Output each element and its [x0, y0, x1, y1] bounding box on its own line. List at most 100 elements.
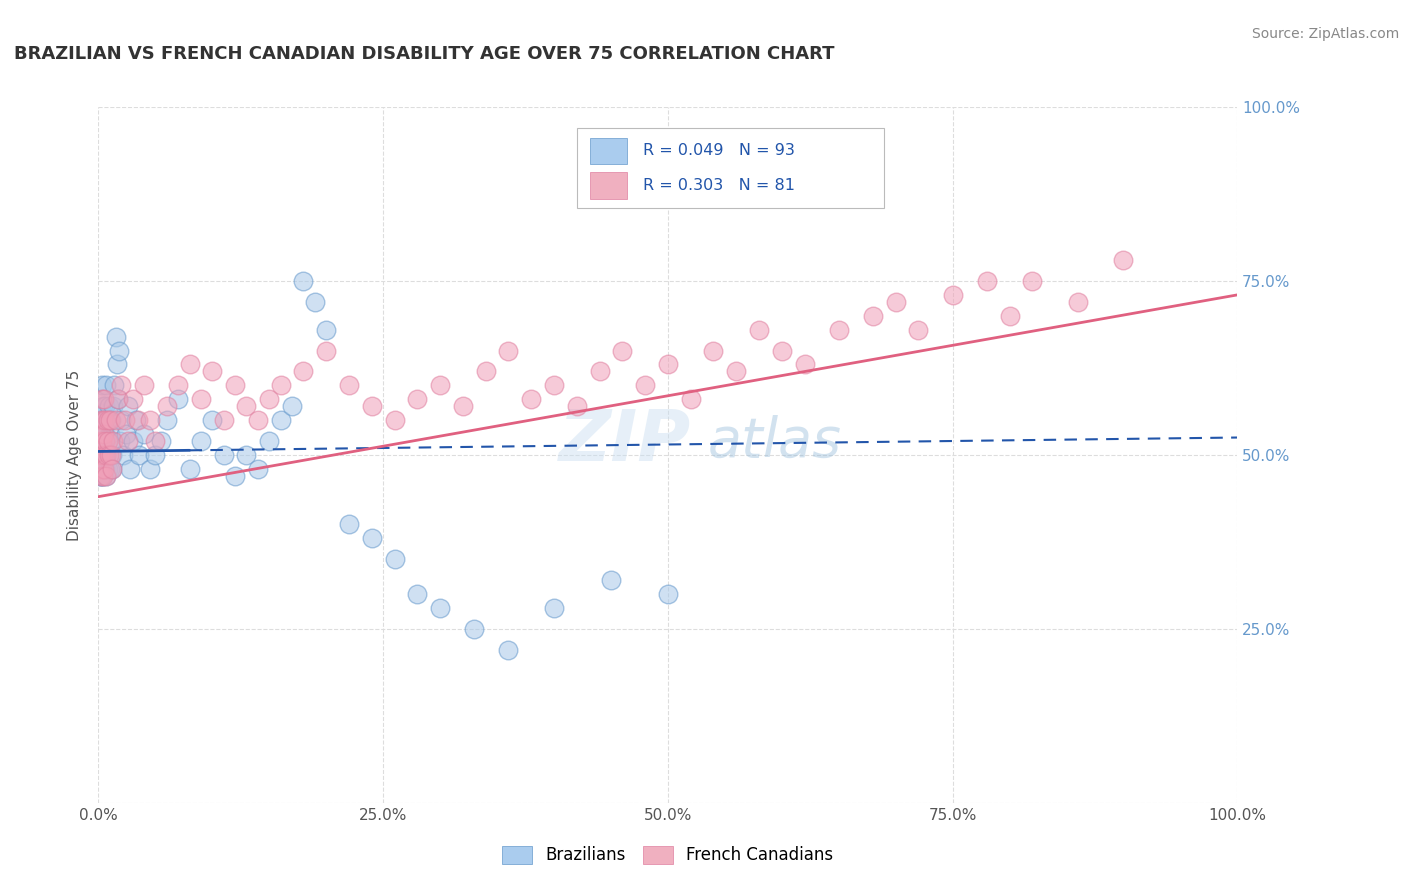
Point — [132, 427, 155, 442]
Point — [93, 427, 115, 442]
Point — [360, 399, 382, 413]
Point — [90, 427, 112, 442]
Point — [108, 434, 131, 448]
Point — [304, 294, 326, 309]
Point — [292, 364, 315, 378]
Point — [520, 392, 543, 407]
Point — [114, 427, 136, 442]
Point — [90, 413, 112, 427]
Point — [259, 434, 281, 448]
Point — [224, 378, 246, 392]
Point — [105, 358, 128, 372]
Point — [884, 294, 907, 309]
Point — [96, 413, 118, 427]
Point — [292, 274, 315, 288]
Point — [167, 378, 190, 392]
Point — [96, 434, 118, 448]
Point — [498, 642, 520, 657]
Point — [998, 309, 1021, 323]
Point — [156, 413, 179, 427]
Point — [90, 448, 112, 462]
Point — [235, 448, 257, 462]
Point — [125, 413, 148, 427]
Point — [565, 399, 588, 413]
Point — [121, 392, 143, 407]
Point — [103, 378, 125, 392]
Point — [93, 448, 115, 462]
Point — [156, 399, 179, 413]
Text: Source: ZipAtlas.com: Source: ZipAtlas.com — [1251, 27, 1399, 41]
Point — [337, 517, 360, 532]
Point — [97, 448, 120, 462]
Point — [90, 392, 112, 407]
Point — [114, 413, 136, 427]
Point — [101, 462, 124, 476]
Point — [120, 462, 142, 476]
Point — [634, 378, 657, 392]
Point — [89, 448, 111, 462]
Point — [91, 434, 114, 448]
FancyBboxPatch shape — [576, 128, 884, 208]
Point — [98, 462, 121, 476]
Point — [128, 448, 150, 462]
Text: R = 0.049   N = 93: R = 0.049 N = 93 — [643, 144, 794, 159]
Point — [89, 434, 111, 448]
Point — [89, 434, 111, 448]
Point — [190, 392, 212, 407]
Legend: Brazilians, French Canadians: Brazilians, French Canadians — [496, 839, 839, 871]
Point — [117, 434, 139, 448]
Text: atlas: atlas — [707, 415, 842, 467]
Point — [89, 462, 111, 476]
Point — [90, 462, 112, 476]
Point — [94, 427, 117, 442]
Point — [1021, 274, 1043, 288]
Point — [179, 462, 201, 476]
Point — [657, 358, 679, 372]
Point — [90, 378, 112, 392]
Point — [793, 358, 815, 372]
Point — [862, 309, 884, 323]
Point — [90, 468, 112, 483]
Point — [406, 587, 429, 601]
Point — [770, 343, 793, 358]
Point — [543, 601, 565, 615]
Point — [96, 448, 118, 462]
Point — [201, 364, 224, 378]
Point — [451, 399, 474, 413]
Point — [384, 413, 406, 427]
Point — [94, 399, 117, 413]
Point — [138, 413, 160, 427]
Point — [91, 468, 114, 483]
Point — [90, 468, 112, 483]
Point — [246, 462, 269, 476]
Point — [201, 413, 224, 427]
Point — [91, 448, 114, 462]
Point — [93, 413, 115, 427]
Point — [96, 434, 118, 448]
Point — [91, 413, 114, 427]
Point — [96, 413, 118, 427]
Point — [107, 392, 129, 407]
Point — [474, 364, 496, 378]
Point — [246, 413, 269, 427]
Point — [588, 364, 610, 378]
Point — [725, 364, 748, 378]
Point — [90, 427, 112, 442]
Point — [90, 448, 112, 462]
Point — [942, 288, 965, 302]
Point — [97, 448, 120, 462]
Point — [976, 274, 998, 288]
Point — [138, 462, 160, 476]
Point — [100, 413, 122, 427]
Point — [100, 434, 122, 448]
Point — [543, 378, 565, 392]
Point — [463, 622, 485, 636]
Point — [93, 392, 115, 407]
Point — [104, 329, 127, 343]
Point — [97, 399, 120, 413]
Point — [96, 378, 118, 392]
Point — [90, 462, 112, 476]
Point — [907, 323, 929, 337]
Point — [190, 434, 212, 448]
Point — [91, 448, 114, 462]
